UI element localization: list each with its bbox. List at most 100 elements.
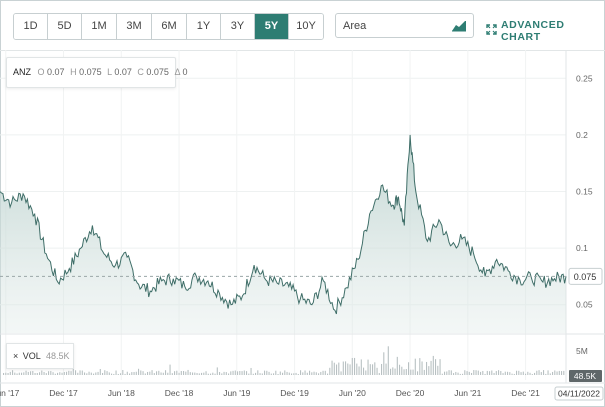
volume-bar bbox=[72, 367, 74, 375]
volume-bar bbox=[88, 371, 90, 375]
volume-bar bbox=[534, 372, 536, 375]
volume-bar bbox=[169, 364, 171, 375]
range-button-1y[interactable]: 1Y bbox=[187, 14, 221, 39]
range-button-6m[interactable]: 6M bbox=[152, 14, 187, 39]
range-button-1d[interactable]: 1D bbox=[14, 14, 48, 39]
volume-bar bbox=[192, 372, 194, 375]
volume-bar bbox=[75, 370, 77, 375]
volume-bar bbox=[531, 373, 533, 375]
volume-bar bbox=[468, 371, 470, 375]
ohlc-legend: ANZ O 0.07 H 0.075 L 0.07 C 0.075 Δ 0 bbox=[6, 57, 188, 88]
volume-bar bbox=[426, 361, 428, 375]
volume-bar bbox=[311, 372, 313, 375]
range-button-10y[interactable]: 10Y bbox=[289, 14, 323, 39]
volume-bar bbox=[482, 370, 484, 375]
volume-bar bbox=[300, 370, 302, 375]
volume-bar bbox=[234, 370, 236, 375]
volume-bar bbox=[450, 370, 452, 375]
volume-bar bbox=[405, 368, 407, 375]
last-date-label: 04/11/2022 bbox=[558, 389, 600, 399]
volume-bar bbox=[504, 371, 506, 375]
volume-bar bbox=[41, 370, 43, 375]
volume-badge bbox=[569, 370, 602, 382]
x-tick-label: Jun '19 bbox=[223, 388, 250, 398]
volume-bar bbox=[79, 370, 81, 375]
volume-bar bbox=[183, 371, 185, 375]
volume-bar bbox=[430, 360, 432, 375]
volume-bar bbox=[129, 373, 131, 375]
volume-bar bbox=[223, 371, 225, 375]
volume-bar bbox=[477, 370, 479, 375]
volume-bar bbox=[23, 372, 25, 375]
volume-bar bbox=[284, 370, 286, 375]
volume-bar bbox=[264, 370, 266, 375]
volume-bar bbox=[5, 372, 7, 375]
volume-bar bbox=[441, 373, 443, 375]
legend-close-label: C bbox=[137, 67, 144, 77]
volume-bar bbox=[147, 371, 149, 375]
volume-bar bbox=[66, 371, 68, 375]
range-button-3y[interactable]: 3Y bbox=[221, 14, 255, 39]
legend-low-label: L bbox=[107, 67, 112, 77]
volume-bar bbox=[486, 370, 488, 375]
volume-bar bbox=[268, 371, 270, 375]
volume-bar bbox=[9, 371, 11, 375]
volume-bar bbox=[538, 370, 540, 375]
volume-bar bbox=[345, 361, 347, 375]
volume-bar bbox=[252, 373, 254, 375]
volume-bar bbox=[275, 370, 277, 375]
volume-bar bbox=[471, 372, 473, 375]
volume-bar bbox=[556, 371, 558, 375]
volume-bar bbox=[291, 373, 293, 375]
x-tick-label: Dec '19 bbox=[280, 388, 309, 398]
volume-bar bbox=[419, 358, 421, 375]
volume-bar bbox=[207, 373, 209, 375]
volume-bar bbox=[106, 371, 108, 375]
volume-bar bbox=[126, 371, 128, 375]
volume-bar bbox=[455, 371, 457, 375]
volume-bar bbox=[401, 366, 403, 375]
x-tick-label: Jun '20 bbox=[339, 388, 366, 398]
volume-bar bbox=[162, 372, 164, 375]
last-price-label: 0.075 bbox=[574, 272, 597, 282]
volume-bar bbox=[228, 373, 230, 375]
range-button-5y[interactable]: 5Y bbox=[255, 14, 289, 39]
volume-bar bbox=[417, 371, 419, 375]
x-tick-label: Jun '21 bbox=[454, 388, 481, 398]
volume-bar bbox=[219, 371, 221, 375]
volume-bar bbox=[32, 371, 34, 375]
range-button-3m[interactable]: 3M bbox=[117, 14, 152, 39]
range-button-5d[interactable]: 5D bbox=[48, 14, 82, 39]
volume-bar bbox=[315, 372, 317, 375]
volume-bar bbox=[288, 372, 290, 375]
volume-bar bbox=[165, 370, 167, 375]
volume-bar bbox=[50, 371, 52, 375]
volume-bar bbox=[502, 373, 504, 375]
volume-bar bbox=[372, 364, 374, 375]
advanced-chart-link[interactable]: ADVANCED CHART bbox=[486, 19, 605, 43]
volume-bar bbox=[561, 371, 563, 375]
volume-bar bbox=[212, 372, 214, 375]
volume-bar bbox=[378, 373, 380, 375]
volume-bar bbox=[241, 371, 243, 375]
volume-bar bbox=[522, 371, 524, 375]
last-date-badge bbox=[554, 386, 604, 401]
range-button-1m[interactable]: 1M bbox=[82, 14, 117, 39]
volume-bar bbox=[61, 372, 63, 375]
chart-type-select[interactable]: Area bbox=[335, 13, 474, 38]
volume-bar bbox=[3, 373, 5, 375]
close-volume-icon[interactable]: × bbox=[13, 351, 19, 361]
volume-bar bbox=[151, 370, 153, 375]
volume-bar bbox=[489, 371, 491, 375]
volume-bar bbox=[365, 370, 367, 375]
volume-bar bbox=[273, 373, 275, 375]
volume-bar bbox=[439, 359, 441, 375]
volume-bar bbox=[138, 368, 140, 375]
volume-bar bbox=[464, 370, 466, 375]
volume-bar bbox=[520, 372, 522, 375]
volume-bar bbox=[68, 370, 70, 375]
volume-bar bbox=[196, 373, 198, 375]
area-chart-icon bbox=[451, 19, 467, 37]
volume-bar bbox=[122, 370, 124, 375]
